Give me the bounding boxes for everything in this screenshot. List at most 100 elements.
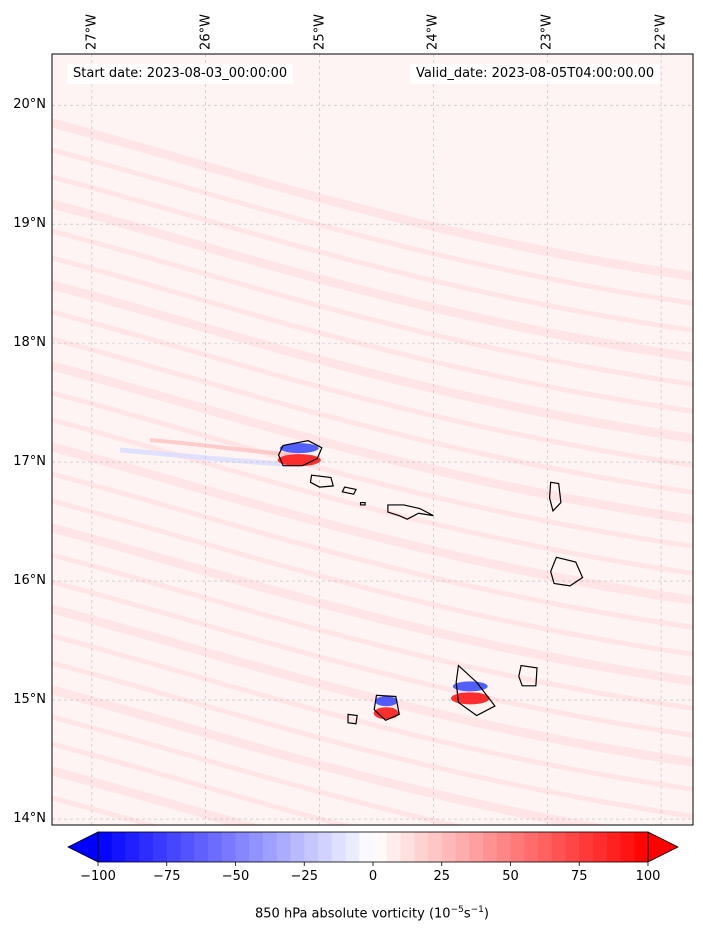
colorbar-segment xyxy=(373,832,388,862)
colorbar-segment xyxy=(331,832,346,862)
colorbar-segment xyxy=(180,832,195,862)
colorbar-tick-label: −25 xyxy=(290,869,318,884)
vorticity-streak xyxy=(52,498,693,657)
lat-label: 20°N xyxy=(13,97,46,113)
colorbar-tick-label: 0 xyxy=(368,869,378,884)
lon-label: 25°W xyxy=(312,6,328,58)
lon-label-text: 26°W xyxy=(198,14,214,50)
negative-vorticity-blob xyxy=(452,681,488,692)
vorticity-streak-negative xyxy=(119,447,301,468)
lat-label: 17°N xyxy=(13,454,46,470)
lon-label-text: 23°W xyxy=(539,14,555,50)
positive-vorticity-blob xyxy=(450,692,490,705)
island xyxy=(277,440,323,467)
colorbar-segment xyxy=(98,832,113,862)
vorticity-streak xyxy=(52,471,693,630)
island-coastline xyxy=(341,486,357,495)
colorbar-segment xyxy=(606,832,621,862)
colorbar-segment xyxy=(565,832,580,862)
vorticity-field-background xyxy=(52,54,693,825)
vorticity-streak xyxy=(52,336,693,495)
colorbar-segment xyxy=(125,832,140,862)
colorbar-segment xyxy=(510,832,525,862)
island xyxy=(309,474,334,488)
colorbar-segment xyxy=(634,832,649,862)
vorticity-field-bands xyxy=(52,118,693,825)
valid-date-label: Valid_date: 2023-08-05T04:00:00.00 xyxy=(410,64,661,84)
vorticity-streak xyxy=(149,438,301,457)
vorticity-streak xyxy=(52,255,693,414)
lon-label: 26°W xyxy=(198,6,214,58)
colorbar-tick-label: −50 xyxy=(221,869,250,884)
colorbar-segment xyxy=(166,832,181,862)
vorticity-streak xyxy=(52,685,608,825)
vorticity-streak xyxy=(52,174,693,333)
colorbar-segment xyxy=(221,832,236,862)
vorticity-streak xyxy=(52,309,693,468)
island xyxy=(341,486,357,495)
island xyxy=(518,664,538,687)
island xyxy=(359,501,366,506)
colorbar xyxy=(67,831,679,866)
island-coastline xyxy=(455,664,496,717)
colorbar-title-exp1: −5 xyxy=(450,905,464,915)
colorbar-tick-label: 25 xyxy=(433,869,451,884)
lat-label: 16°N xyxy=(13,573,46,589)
colorbar-segment xyxy=(496,832,511,862)
island-coastline xyxy=(347,713,358,725)
island-coastline xyxy=(277,440,323,467)
lon-label: 24°W xyxy=(425,6,441,58)
colorbar-segment xyxy=(483,832,498,862)
vorticity-streak xyxy=(52,228,693,387)
start-date-label: Start date: 2023-08-03_00:00:00 xyxy=(67,64,294,84)
lon-label-text: 22°W xyxy=(653,14,669,50)
colorbar-tick-label: −75 xyxy=(153,869,181,884)
island xyxy=(450,664,496,717)
colorbar-title-main: 850 hPa absolute vorticity (10 xyxy=(255,906,451,922)
colorbar-tick-label: 50 xyxy=(502,869,519,884)
colorbar-segment xyxy=(524,832,539,862)
lat-label: 14°N xyxy=(13,811,46,827)
lon-label: 23°W xyxy=(539,6,555,58)
vorticity-streak xyxy=(52,795,159,825)
vorticity-streak xyxy=(52,741,353,825)
lon-label-text: 25°W xyxy=(312,14,328,50)
colorbar-segment xyxy=(208,832,223,862)
island-coastline xyxy=(387,504,434,520)
colorbar-title: 850 hPa absolute vorticity (10−5s−1) xyxy=(255,905,489,921)
colorbar-segment xyxy=(290,832,305,862)
colorbar-segment xyxy=(620,832,635,862)
colorbar-segment xyxy=(111,832,126,862)
colorbar-title-exp2: −1 xyxy=(470,905,484,915)
colorbar-tick-label: −100 xyxy=(80,869,116,884)
vorticity-streak xyxy=(52,552,693,711)
colorbar-segment xyxy=(345,832,360,862)
map-frame xyxy=(51,53,694,826)
colorbar-segment xyxy=(194,832,209,862)
vorticity-streak xyxy=(52,714,464,825)
island-outlines xyxy=(277,440,584,725)
vorticity-streak xyxy=(52,417,693,576)
lon-label: 27°W xyxy=(84,6,100,58)
island xyxy=(373,694,400,722)
colorbar-max-extend xyxy=(647,831,679,863)
vorticity-streak xyxy=(52,390,693,549)
lon-label-text: 24°W xyxy=(425,14,441,50)
colorbar-segment xyxy=(318,832,333,862)
colorbar-min-extend xyxy=(67,831,99,863)
vorticity-streak xyxy=(52,604,693,767)
lat-label: 19°N xyxy=(13,216,46,232)
island-coastline xyxy=(373,694,400,722)
colorbar-title-mid: s xyxy=(463,906,471,922)
vorticity-streak xyxy=(52,660,693,819)
colorbar-title-end: ) xyxy=(483,906,489,922)
negative-vorticity-blob xyxy=(375,696,398,707)
vorticity-streak xyxy=(52,361,693,524)
colorbar-segment xyxy=(551,832,566,862)
colorbar-segment xyxy=(153,832,168,862)
colorbar-segment xyxy=(400,832,415,862)
colorbar-segment xyxy=(593,832,608,862)
colorbar-segment xyxy=(249,832,264,862)
island-coastline xyxy=(309,474,334,488)
colorbar-segment xyxy=(469,832,484,862)
